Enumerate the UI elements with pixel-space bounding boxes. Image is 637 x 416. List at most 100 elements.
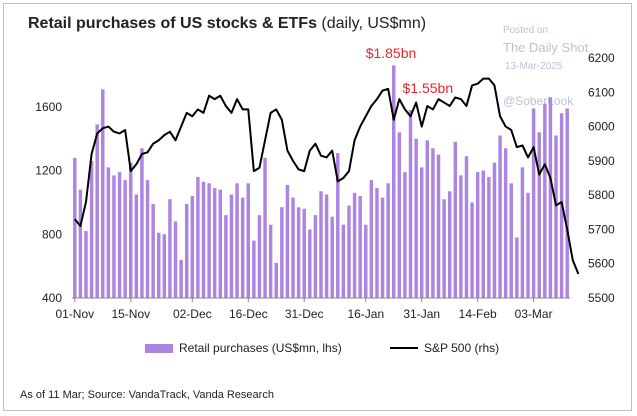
legend-label-sp500: S&P 500 (rhs) <box>424 341 500 355</box>
watermark-posted-on: Posted on <box>503 25 549 36</box>
bar <box>503 148 508 298</box>
chart-title: Retail purchases of US stocks & ETFs (da… <box>28 15 426 33</box>
bar <box>347 205 351 298</box>
source-note: As of 11 Mar; Source: VandaTrack, Vanda … <box>20 389 274 401</box>
bar <box>78 189 83 298</box>
bar <box>207 183 211 298</box>
bar <box>442 199 446 298</box>
y-left-tick-label: 1600 <box>35 100 62 114</box>
bar <box>229 194 234 298</box>
bar <box>212 188 217 298</box>
sp500-line <box>74 77 580 275</box>
chart-legend: Retail purchases (US$mn, lhs) S&P 500 (r… <box>0 341 637 361</box>
bar <box>190 196 195 298</box>
bar <box>531 108 536 298</box>
bar <box>548 97 553 298</box>
bar <box>313 215 318 298</box>
bar <box>526 192 530 298</box>
watermark-date: 13-Mar-2025 <box>505 61 563 72</box>
bar <box>543 103 547 298</box>
bar-series <box>73 65 569 298</box>
axes: 400 800 1200 1600 5500 5600 5700 5800 5900 6000 61… <box>35 51 615 321</box>
bar <box>296 207 301 298</box>
bar <box>459 175 463 298</box>
bar <box>123 180 127 298</box>
annotation-peak-1: $1.85bn <box>366 45 417 61</box>
bar <box>140 148 144 298</box>
bar <box>106 167 111 298</box>
chart-title-main: Retail purchases of US stocks & ETFs <box>28 15 317 32</box>
y-right-tick-label: 6200 <box>588 51 615 65</box>
bar <box>369 180 374 298</box>
bar <box>112 175 116 298</box>
y-left-tick-label: 1200 <box>35 164 62 178</box>
legend-item-retail: Retail purchases (US$mn, lhs) <box>145 341 342 355</box>
x-tick-label: 31-Jan <box>403 307 440 321</box>
bar <box>515 237 519 298</box>
bar <box>352 192 357 298</box>
bar <box>341 224 346 298</box>
x-tick-label: 31-Dec <box>285 307 324 321</box>
bar <box>117 172 122 298</box>
bar <box>285 184 290 298</box>
bar <box>386 183 390 298</box>
x-tick-label: 01-Nov <box>55 307 94 321</box>
bar <box>408 110 413 298</box>
bar <box>375 188 379 298</box>
bar <box>464 156 469 298</box>
bar <box>280 207 284 298</box>
bar <box>73 157 77 298</box>
watermark-handle: @SoberLook <box>503 94 574 108</box>
bar <box>224 215 228 298</box>
bar <box>168 199 172 298</box>
bar <box>565 108 569 298</box>
x-tick-label: 16-Jan <box>347 307 384 321</box>
watermark-site: The Daily Shot <box>503 40 589 55</box>
bar <box>134 194 139 298</box>
bar <box>319 191 323 298</box>
bar <box>324 194 329 298</box>
bar <box>336 153 340 298</box>
bar <box>364 224 368 298</box>
y-right-tick-label: 5500 <box>588 291 615 305</box>
bar <box>95 124 99 298</box>
bar <box>201 181 206 298</box>
bar <box>470 202 474 298</box>
bar <box>447 191 452 298</box>
x-tick-label: 16-Dec <box>229 307 268 321</box>
bar <box>291 197 295 298</box>
bar <box>173 221 178 298</box>
y-right-tick-label: 5600 <box>588 257 615 271</box>
bar <box>268 224 273 298</box>
bar <box>487 176 491 298</box>
bar <box>520 167 525 298</box>
bar <box>252 240 256 298</box>
bar <box>419 167 424 298</box>
bar <box>263 157 267 298</box>
line-series <box>74 77 580 275</box>
bar <box>392 65 396 298</box>
x-tick-label: 02-Dec <box>173 307 212 321</box>
bar <box>257 215 262 298</box>
bar <box>308 229 312 298</box>
bar <box>537 132 541 298</box>
bar <box>151 204 155 298</box>
bar <box>498 135 502 298</box>
y-left-tick-label: 400 <box>42 291 62 305</box>
bar <box>89 161 94 298</box>
bar <box>179 259 183 298</box>
y-right-tick-label: 5700 <box>588 222 615 236</box>
bar <box>397 132 402 298</box>
bar <box>129 162 133 298</box>
bar <box>218 189 223 298</box>
y-left-tick-label: 800 <box>42 227 62 241</box>
bar <box>554 135 558 298</box>
bar <box>330 216 334 298</box>
bar <box>184 204 189 298</box>
legend-line-swatch <box>390 347 418 349</box>
bar <box>145 180 150 298</box>
y-right-tick-label: 5800 <box>588 188 615 202</box>
y-right-tick-label: 6000 <box>588 120 615 134</box>
x-tick-label: 14-Feb <box>459 307 497 321</box>
bar <box>157 232 161 298</box>
